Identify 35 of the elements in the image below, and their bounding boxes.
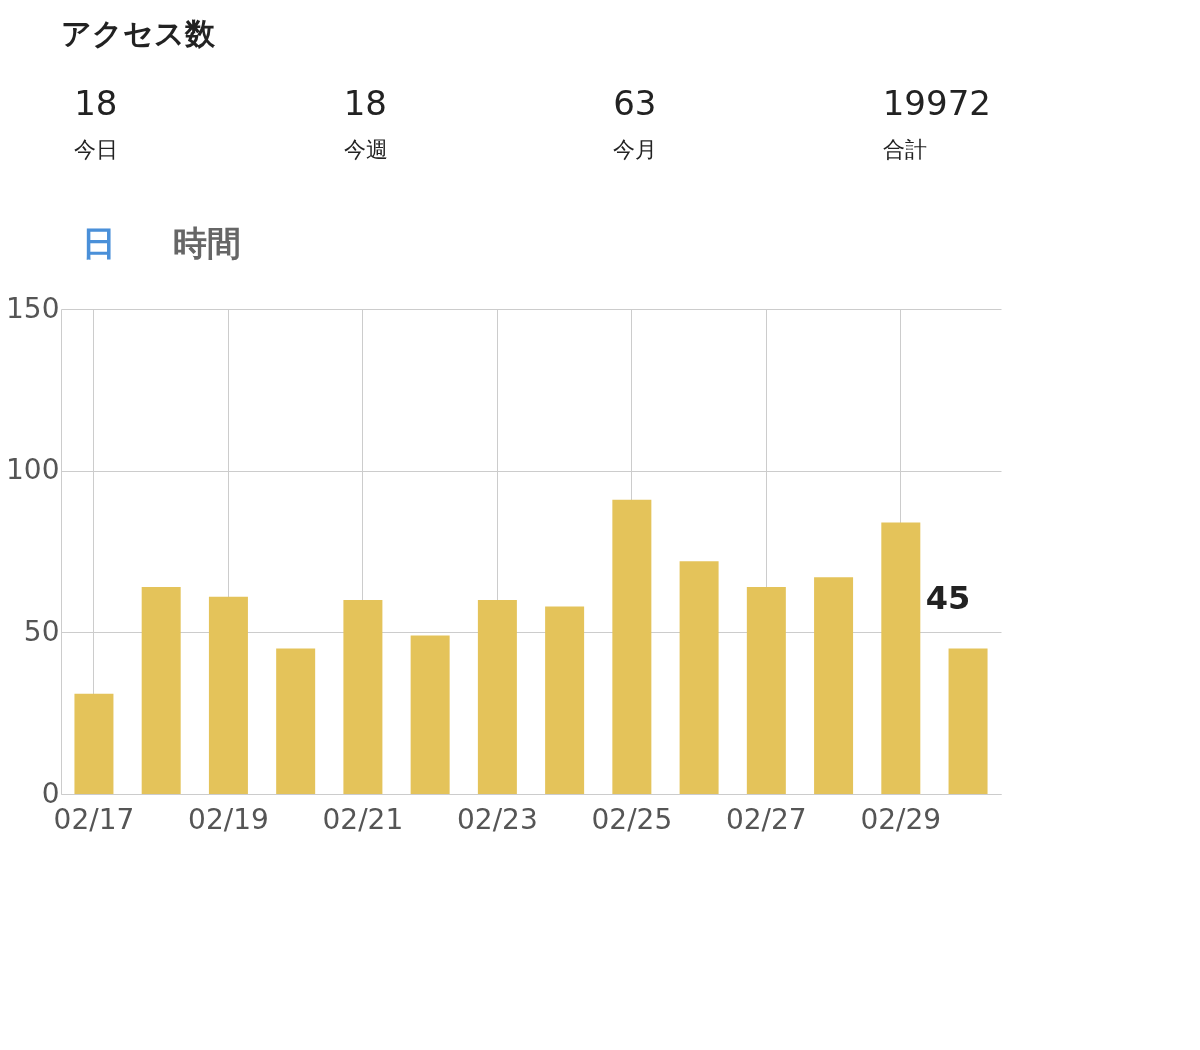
bar xyxy=(881,522,921,794)
x-tick-label: 02/27 xyxy=(725,802,807,836)
y-tick-label: 50 xyxy=(23,614,60,648)
bar xyxy=(477,600,517,794)
bar xyxy=(343,600,383,794)
text: 18 xyxy=(343,83,387,123)
bar xyxy=(276,648,316,794)
text: 今週 xyxy=(343,137,388,162)
text: アクセス数 xyxy=(61,16,216,51)
y-tick-label: 150 xyxy=(6,291,60,325)
text: 今月 xyxy=(613,137,658,162)
x-tick-label: 02/25 xyxy=(591,802,673,836)
bar xyxy=(679,561,719,794)
text: 合計 xyxy=(882,137,927,162)
bar xyxy=(948,648,988,794)
bar xyxy=(612,499,652,794)
bar xyxy=(545,606,585,794)
bar xyxy=(814,577,854,794)
x-tick-label: 02/23 xyxy=(457,802,538,836)
bar xyxy=(746,587,786,794)
y-tick-label: 100 xyxy=(6,453,60,487)
x-tick-label: 02/19 xyxy=(188,802,269,836)
text: 日 xyxy=(81,223,116,263)
text: 63 xyxy=(613,83,657,123)
x-tick-label: 02/21 xyxy=(322,802,404,836)
bar xyxy=(410,635,450,794)
text: 19972 xyxy=(882,83,991,123)
text: 18 xyxy=(74,83,118,123)
bar xyxy=(141,587,181,794)
bar xyxy=(208,596,248,794)
text: 今日 xyxy=(74,137,119,162)
text: 時間 xyxy=(172,223,241,263)
bar xyxy=(74,693,114,794)
x-tick-label: 02/29 xyxy=(860,802,942,836)
data-label: 45 xyxy=(925,578,971,617)
